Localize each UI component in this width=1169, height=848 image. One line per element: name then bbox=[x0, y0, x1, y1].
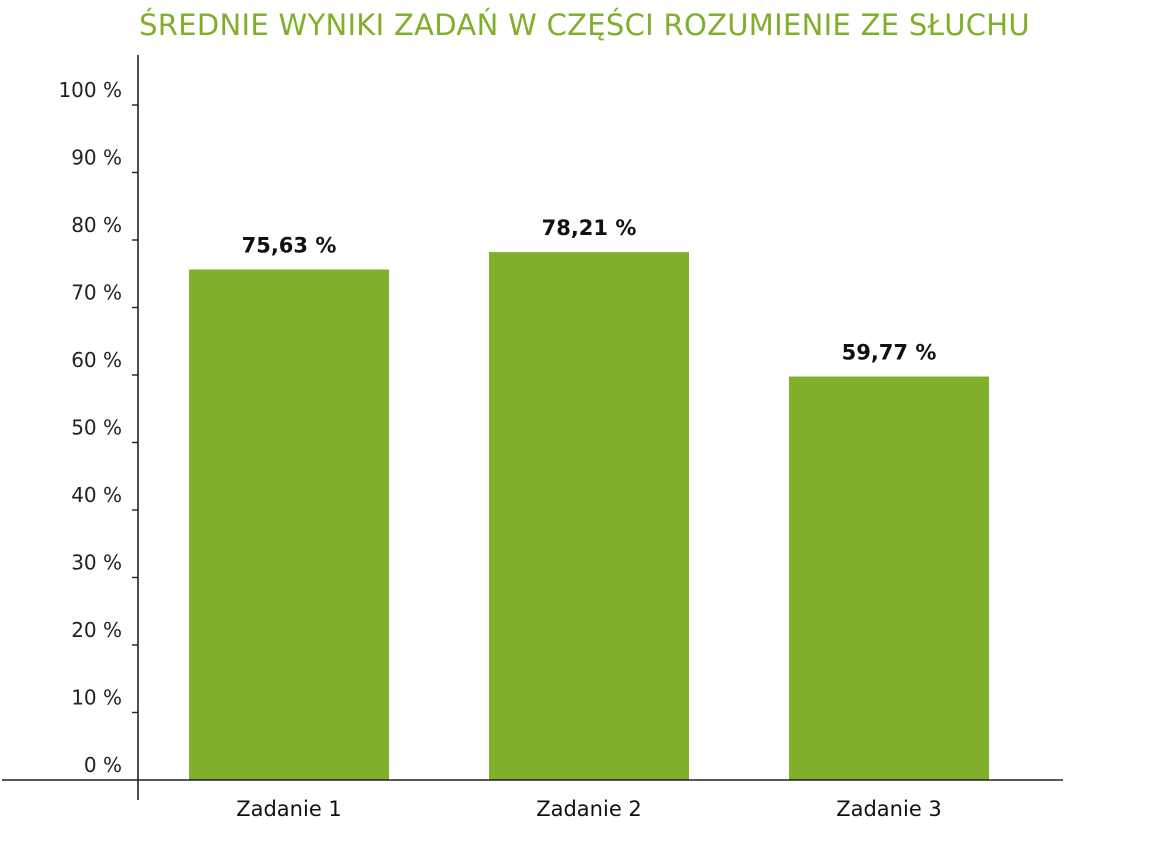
x-tick-label: Zadanie 3 bbox=[836, 797, 942, 821]
y-axis-ticks: 0 % 10 % 20 % 30 % 40 % 50 % 60 % 70 % 80 % 90 % 1… bbox=[58, 78, 138, 777]
y-tick-label: 90 % bbox=[71, 146, 122, 170]
data-labels-group: 75,63 % 78,21 % 59,77 % bbox=[242, 216, 937, 364]
y-tick-label: 50 % bbox=[71, 416, 122, 440]
x-axis-tick-labels: Zadanie 1 Zadanie 2 Zadanie 3 bbox=[236, 797, 942, 821]
y-tick-label: 80 % bbox=[71, 213, 122, 237]
data-label: 75,63 % bbox=[242, 233, 337, 257]
y-tick-label: 100 % bbox=[58, 78, 122, 102]
x-tick-label: Zadanie 2 bbox=[536, 797, 642, 821]
y-tick-label: 70 % bbox=[71, 281, 122, 305]
y-tick-label: 10 % bbox=[71, 686, 122, 710]
y-tick-label: 0 % bbox=[84, 753, 122, 777]
y-tick-label: 60 % bbox=[71, 348, 122, 372]
bar bbox=[489, 252, 689, 780]
y-tick-label: 20 % bbox=[71, 618, 122, 642]
y-tick-label: 30 % bbox=[71, 551, 122, 575]
data-label: 59,77 % bbox=[842, 341, 937, 365]
bars-group bbox=[189, 252, 989, 780]
bar bbox=[189, 269, 389, 780]
x-tick-label: Zadanie 1 bbox=[236, 797, 342, 821]
chart-title: ŚREDNIE WYNIKI ZADAŃ W CZĘŚCI ROZUMIENIE… bbox=[139, 8, 1030, 42]
data-label: 78,21 % bbox=[542, 216, 637, 240]
bar bbox=[789, 376, 989, 780]
y-tick-label: 40 % bbox=[71, 483, 122, 507]
